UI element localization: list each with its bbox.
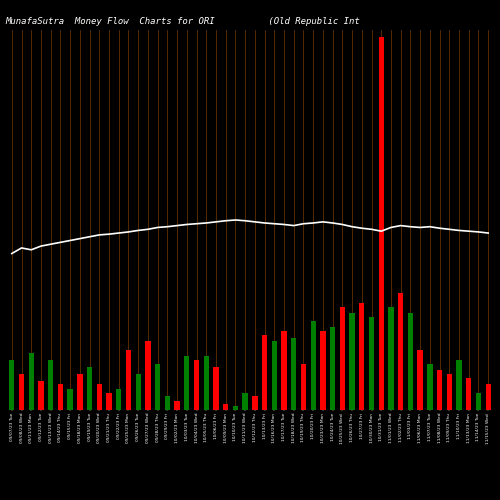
Bar xyxy=(126,350,131,410)
Bar xyxy=(136,374,141,410)
Bar xyxy=(418,350,423,410)
Bar xyxy=(194,360,199,410)
Bar xyxy=(214,367,218,410)
Bar xyxy=(291,338,296,410)
Bar xyxy=(340,307,345,410)
Bar xyxy=(301,364,306,410)
Bar xyxy=(252,396,258,410)
Bar xyxy=(320,331,326,410)
Bar xyxy=(68,388,73,410)
Bar xyxy=(486,384,491,410)
Bar xyxy=(378,38,384,410)
Bar xyxy=(408,312,413,410)
Bar xyxy=(427,364,432,410)
Bar xyxy=(184,356,190,410)
Bar xyxy=(96,384,102,410)
Bar xyxy=(466,378,471,410)
Bar xyxy=(446,374,452,410)
Bar xyxy=(388,307,394,410)
Text: MunafaSutra  Money Flow  Charts for ORI          (Old Republic Int: MunafaSutra Money Flow Charts for ORI (O… xyxy=(5,18,360,26)
Bar xyxy=(28,352,34,410)
Bar xyxy=(398,292,404,410)
Bar xyxy=(155,364,160,410)
Bar xyxy=(38,382,44,410)
Bar xyxy=(359,302,364,410)
Bar xyxy=(437,370,442,410)
Bar xyxy=(282,331,286,410)
Bar xyxy=(369,317,374,410)
Bar xyxy=(174,402,180,410)
Bar xyxy=(87,367,92,410)
Bar xyxy=(262,336,268,410)
Bar xyxy=(330,327,336,410)
Bar xyxy=(232,406,238,410)
Bar xyxy=(272,341,277,410)
Bar xyxy=(145,341,150,410)
Bar xyxy=(476,393,481,410)
Bar xyxy=(77,374,82,410)
Bar xyxy=(19,374,24,410)
Bar xyxy=(242,393,248,410)
Bar xyxy=(106,393,112,410)
Bar xyxy=(223,404,228,410)
Bar xyxy=(58,384,63,410)
Bar xyxy=(456,360,462,410)
Bar xyxy=(48,360,54,410)
Bar xyxy=(350,312,355,410)
Bar xyxy=(204,356,209,410)
Bar xyxy=(116,388,121,410)
Bar xyxy=(164,396,170,410)
Bar xyxy=(9,360,15,410)
Bar xyxy=(310,321,316,410)
